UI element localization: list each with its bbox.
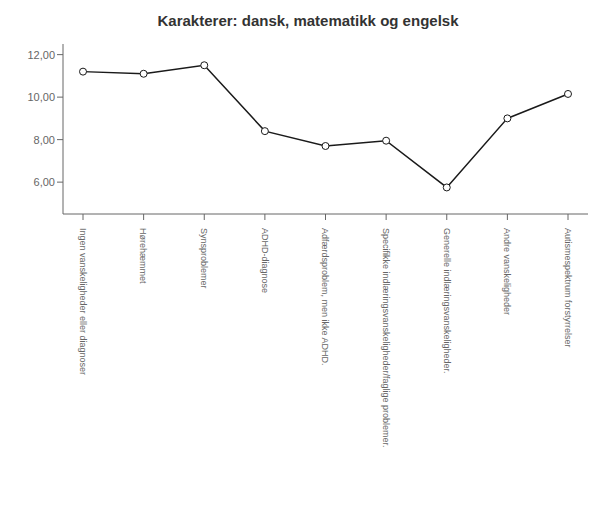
svg-text:Hørehæmmet: Hørehæmmet — [138, 228, 148, 284]
svg-text:Synsproblemer: Synsproblemer — [199, 228, 209, 289]
svg-text:Andre vanskeligheder: Andre vanskeligheder — [502, 228, 512, 315]
svg-text:10,00: 10,00 — [27, 91, 55, 103]
svg-text:Autismespektrum forstyrrelser: Autismespektrum forstyrrelser — [563, 228, 573, 348]
svg-text:8,00: 8,00 — [34, 134, 55, 146]
svg-text:Ingen vanskeligheder eller dia: Ingen vanskeligheder eller diagnoser — [78, 228, 88, 375]
svg-text:Specifikke indlæringsvanskelig: Specifikke indlæringsvanskeligheder/fagl… — [381, 228, 391, 448]
svg-text:Generelle indlæringsvanskeligh: Generelle indlæringsvanskeligheder. — [442, 228, 452, 374]
svg-text:6,00: 6,00 — [34, 176, 55, 188]
svg-text:Adfærdsproblem, men ikke ADHD.: Adfærdsproblem, men ikke ADHD. — [320, 228, 330, 366]
html-text:Karakterer: dansk, matematikk: Karakterer: dansk, matematikk og engelsk — [157, 12, 459, 29]
svg-text:ADHD-diagnose: ADHD-diagnose — [260, 228, 270, 293]
svg-text:12,00: 12,00 — [27, 49, 55, 61]
